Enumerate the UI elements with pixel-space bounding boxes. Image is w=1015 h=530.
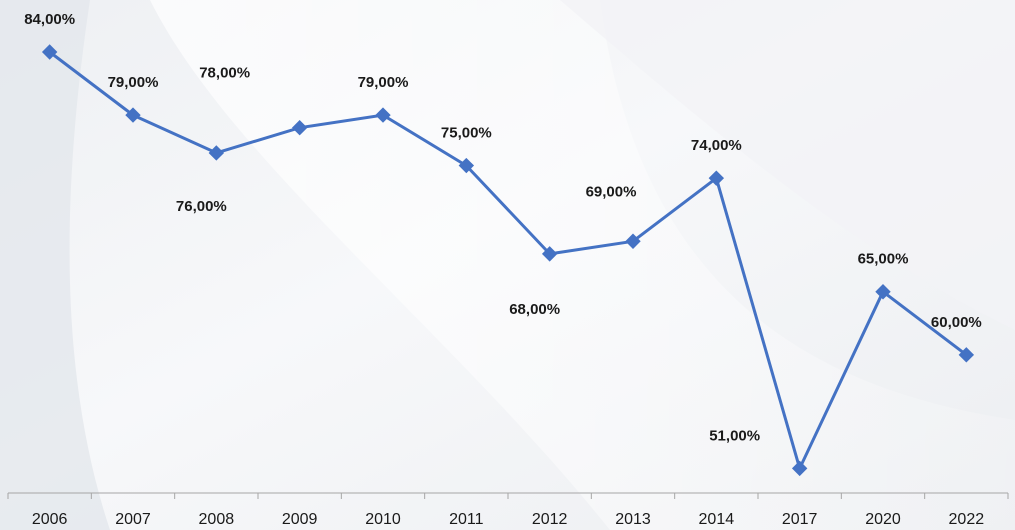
data-point-marker bbox=[875, 284, 891, 300]
data-labels: 84,00% 79,00% 76,00% 78,00% 79,00% 75,00% 68,0… bbox=[24, 11, 982, 444]
data-label: 60,00% bbox=[931, 314, 982, 331]
data-label: 76,00% bbox=[176, 198, 227, 215]
x-tick-label: 2022 bbox=[949, 511, 985, 528]
data-label: 69,00% bbox=[586, 183, 637, 200]
x-axis bbox=[7, 492, 1009, 499]
data-point-marker bbox=[208, 145, 225, 161]
data-label: 78,00% bbox=[199, 65, 250, 82]
data-label: 74,00% bbox=[691, 137, 742, 154]
series-line-group bbox=[48, 50, 968, 470]
x-tick-label: 2010 bbox=[365, 511, 401, 528]
data-point-marker bbox=[625, 233, 641, 249]
x-tick-label: 2012 bbox=[532, 511, 568, 528]
data-point-marker bbox=[791, 460, 808, 477]
data-label: 51,00% bbox=[709, 427, 760, 444]
x-tick-label: 2017 bbox=[782, 511, 818, 528]
data-label: 79,00% bbox=[108, 74, 159, 91]
x-tick-label: 2013 bbox=[615, 511, 651, 528]
data-point-marker bbox=[708, 170, 725, 186]
data-point-marker bbox=[541, 246, 558, 262]
data-markers bbox=[41, 44, 975, 477]
data-label: 84,00% bbox=[24, 11, 75, 28]
x-tick-label: 2009 bbox=[282, 511, 318, 528]
data-point-marker bbox=[375, 107, 391, 123]
series-line bbox=[48, 50, 968, 470]
x-tick-labels: 2006 2007 2008 2009 2010 2011 2012 2013 2014 2017… bbox=[32, 511, 984, 528]
data-point-marker bbox=[125, 107, 141, 123]
data-label: 68,00% bbox=[509, 301, 560, 318]
data-label: 65,00% bbox=[858, 251, 909, 268]
data-point-marker bbox=[958, 347, 975, 363]
x-tick-label: 2007 bbox=[115, 511, 151, 528]
data-point-marker bbox=[41, 44, 58, 60]
data-point-marker bbox=[458, 157, 475, 174]
x-tick-label: 2020 bbox=[865, 511, 901, 528]
x-tick-label: 2014 bbox=[699, 511, 735, 528]
data-label: 75,00% bbox=[441, 125, 492, 142]
data-point-marker bbox=[291, 119, 308, 136]
data-label: 79,00% bbox=[358, 74, 409, 91]
x-tick-label: 2006 bbox=[32, 511, 68, 528]
x-tick-label: 2008 bbox=[199, 511, 235, 528]
x-tick-label: 2011 bbox=[449, 511, 484, 528]
